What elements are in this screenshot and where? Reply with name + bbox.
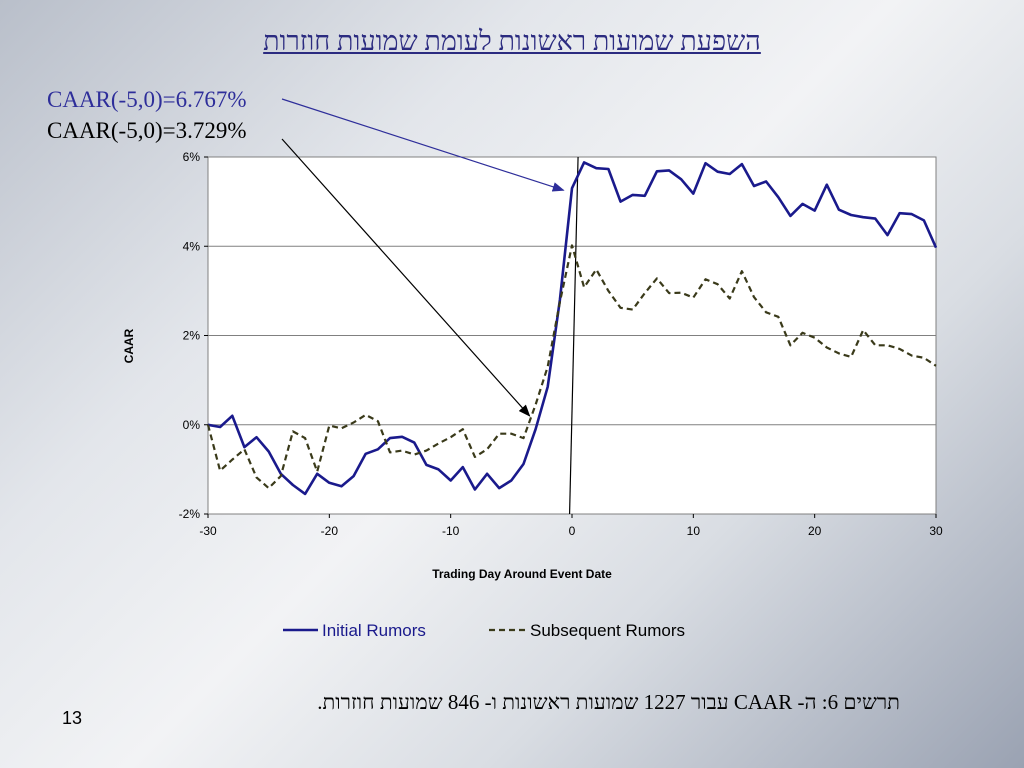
series-line-initial-rumors [207,161,938,496]
x-tick-label: 20 [808,524,822,538]
y-tick-label: 4% [183,239,201,253]
annotation-arrow-initial [281,98,565,192]
y-tick-label: -2% [179,507,201,521]
event-date-line [568,156,579,515]
y-tick-label: 2% [183,329,201,343]
axis-ticks: -2% 0% 2% 4% 6% -30 -20 -10 0 10 20 30 [179,150,943,538]
x-tick-label: 10 [687,524,701,538]
legend-label-subsequent-rumors: Subsequent Rumors [530,621,685,640]
annotation-arrow-subsequent [281,138,531,417]
y-axis-title: CAAR [122,328,136,363]
figure-caption: תרשים 6: ה- CAAR עבור 1227 שמועות ראשונו… [317,690,900,714]
legend-label-initial-rumors: Initial Rumors [322,621,426,640]
annotation-subsequent-rumors: CAAR(-5,0)=3.729% [47,118,247,143]
x-tick-label: -20 [321,524,339,538]
annotation-initial-rumors: CAAR(-5,0)=6.767% [47,87,247,112]
x-tick-label: 30 [929,524,943,538]
x-tick-label: -10 [442,524,460,538]
legend: Initial Rumors Subsequent Rumors [283,621,685,640]
x-axis-title: Trading Day Around Event Date [432,567,612,581]
y-tick-label: 0% [183,418,201,432]
annotation-arrows [281,98,565,417]
caar-line-chart: -2% 0% 2% 4% 6% -30 -20 -10 0 10 20 30 CAAR Trading… [122,98,943,640]
slide-title: השפעת שמועות ראשונות לעומת שמועות חוזרות [263,26,761,56]
plot-area-group: -2% 0% 2% 4% 6% -30 -20 -10 0 10 20 30 [179,150,943,538]
x-tick-label: 0 [569,524,576,538]
x-tick-label: -30 [199,524,217,538]
page-number: 13 [62,708,83,728]
series-lines [206,161,938,496]
y-tick-label: 6% [183,150,201,164]
series-line-subsequent-rumors [206,244,937,490]
